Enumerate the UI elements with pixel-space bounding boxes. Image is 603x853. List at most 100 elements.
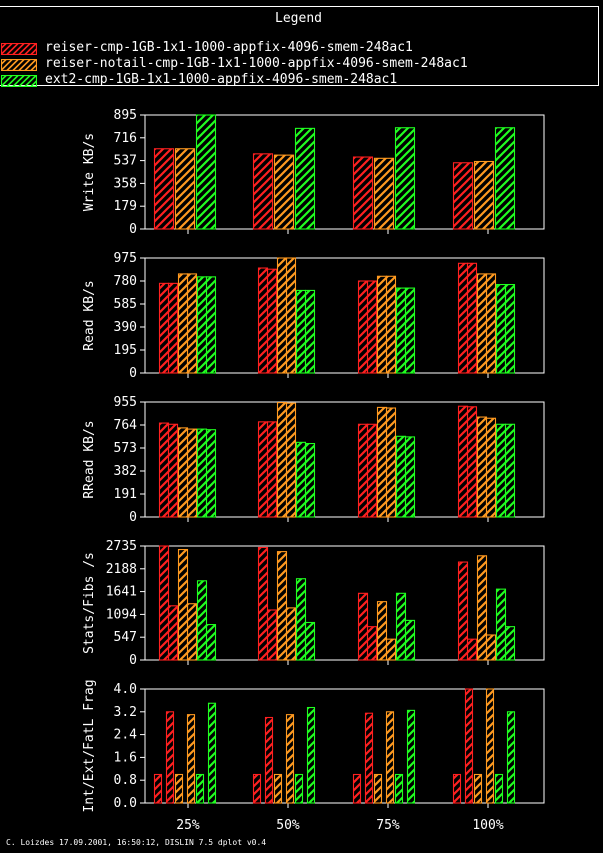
bar-4-s1-g1-b1 bbox=[158, 545, 170, 661]
bar-4-s2-g2-b2 bbox=[285, 607, 297, 661]
bar-5-s3-g4-b2 bbox=[506, 711, 516, 804]
bar-4-s1-g4-b2 bbox=[466, 638, 478, 661]
bar-3-s1-g3-b1 bbox=[357, 423, 369, 518]
y-tick-label: 0.0 bbox=[114, 796, 137, 811]
chart-panel-2: 0 195 390 585 780 975 Read KB/s bbox=[82, 251, 545, 381]
bar-5-s2-g3-b2 bbox=[385, 711, 395, 804]
chart-panel-3: 0 191 382 573 764 955 RRead KB/s bbox=[82, 395, 545, 525]
y-tick-label: 4.0 bbox=[114, 682, 137, 697]
bar-2-s1-g1-b2 bbox=[167, 282, 179, 374]
bar-3-s1-g1-b1 bbox=[158, 422, 170, 518]
y-tick-label: 955 bbox=[114, 395, 137, 410]
bar-4-s1-g4-b1 bbox=[457, 561, 469, 661]
bar-2-s1-g4-b1 bbox=[457, 262, 469, 374]
bar-4-s2-g3-b1 bbox=[376, 601, 388, 661]
bar-2-s2-g3-b1 bbox=[376, 275, 388, 374]
y-axis-title: RRead KB/s bbox=[82, 420, 97, 498]
bar-3-s3-g2-b1 bbox=[295, 441, 307, 518]
bar-4-s1-g3-b1 bbox=[357, 592, 369, 661]
x-category-label: 75% bbox=[376, 818, 400, 833]
bar-3-s3-g3-b1 bbox=[395, 435, 407, 518]
chart-panel-5: 0.0 0.8 1.6 2.4 3.2 4.0 Int/Ext/FatL Frag bbox=[82, 679, 545, 813]
bar-5-s1-g4-b1 bbox=[452, 773, 462, 804]
bar-5-s2-g1-b1 bbox=[174, 773, 184, 804]
y-tick-label: 975 bbox=[114, 251, 137, 266]
bar-2-s3-g4-b1 bbox=[495, 283, 507, 374]
bar-3-s1-g4-b1 bbox=[457, 405, 469, 518]
bar-2-s2-g2-b1 bbox=[276, 257, 288, 374]
bar-1-s1-g1-b1 bbox=[153, 148, 175, 230]
bar-4-s3-g1-b2 bbox=[205, 624, 217, 661]
bar-2-s1-g3-b1 bbox=[357, 280, 369, 374]
y-tick-label: 1641 bbox=[106, 585, 137, 600]
bar-5-s3-g3-b1 bbox=[394, 773, 404, 804]
y-tick-label: 0 bbox=[129, 222, 137, 237]
plot-frame bbox=[144, 257, 545, 374]
bar-1-s2-g2-b1 bbox=[273, 154, 295, 230]
y-tick-label: 1094 bbox=[106, 607, 137, 622]
bar-4-s3-g2-b1 bbox=[295, 578, 307, 661]
bar-5-s1-g2-b2 bbox=[264, 716, 274, 804]
bar-2-s2-g4-b1 bbox=[476, 273, 488, 374]
bar-3-s2-g1-b2 bbox=[186, 428, 198, 518]
bar-4-s1-g1-b2 bbox=[167, 605, 179, 661]
bar-5-s1-g1-b1 bbox=[153, 773, 163, 804]
bar-2-s1-g2-b1 bbox=[257, 267, 269, 374]
y-tick-label: 179 bbox=[114, 199, 137, 214]
bar-2-s3-g3-b1 bbox=[395, 287, 407, 374]
y-axis-title: Stats/Fibs /s bbox=[82, 552, 97, 654]
y-tick-label: 390 bbox=[114, 320, 137, 335]
plot-frame bbox=[144, 545, 545, 661]
footer-credit: C. Loizdes 17.09.2001, 16:50:12, DISLIN … bbox=[6, 838, 267, 847]
bar-4-s2-g3-b2 bbox=[385, 638, 397, 661]
y-tick-label: 382 bbox=[114, 464, 137, 479]
bar-2-s1-g4-b2 bbox=[466, 262, 478, 374]
y-axis-title: Read KB/s bbox=[82, 280, 97, 350]
bar-4-s3-g1-b1 bbox=[196, 580, 208, 661]
chart-panel-1: 0 179 358 537 716 895 Write KB/s bbox=[82, 108, 545, 237]
bar-5-s1-g3-b1 bbox=[352, 773, 362, 804]
bar-5-s1-g3-b2 bbox=[364, 712, 374, 804]
y-tick-label: 1.6 bbox=[114, 750, 137, 765]
bar-4-s2-g1-b1 bbox=[177, 548, 189, 661]
plot-frame bbox=[144, 114, 545, 230]
bar-3-s1-g1-b2 bbox=[167, 423, 179, 518]
x-category-label: 50% bbox=[276, 818, 300, 833]
bar-4-s1-g3-b2 bbox=[366, 626, 378, 661]
bar-1-s3-g1-b1 bbox=[195, 114, 217, 230]
bar-5-s3-g1-b2 bbox=[207, 702, 217, 804]
bar-3-s2-g3-b1 bbox=[376, 406, 388, 518]
bar-5-s2-g4-b2 bbox=[485, 688, 495, 804]
y-axis-title: Write KB/s bbox=[82, 133, 97, 211]
bar-4-s2-g1-b2 bbox=[186, 603, 198, 661]
bar-3-s3-g1-b1 bbox=[196, 428, 208, 518]
y-tick-label: 2188 bbox=[106, 562, 137, 577]
bar-3-s2-g4-b1 bbox=[476, 416, 488, 518]
bar-3-s2-g4-b2 bbox=[485, 417, 497, 518]
y-tick-label: 764 bbox=[114, 418, 138, 433]
bar-2-s3-g2-b2 bbox=[304, 289, 316, 374]
legend-swatch-ext2 bbox=[1, 75, 37, 87]
y-tick-label: 537 bbox=[114, 154, 137, 169]
bar-2-s3-g2-b1 bbox=[295, 289, 307, 374]
legend-label-reiser: reiser-cmp-1GB-1x1-1000-appfix-4096-smem… bbox=[45, 40, 413, 55]
bar-5-s3-g2-b1 bbox=[294, 773, 304, 804]
chart-panel-4: 0 547 1094 1641 2188 2735 Stats/Fibs /s bbox=[82, 539, 545, 668]
legend-title: Legend bbox=[275, 11, 322, 26]
y-tick-label: 2.4 bbox=[114, 728, 138, 743]
bar-5-s2-g3-b1 bbox=[373, 773, 383, 804]
bar-4-s3-g3-b2 bbox=[404, 619, 416, 661]
bar-2-s1-g3-b2 bbox=[366, 280, 378, 374]
bar-1-s3-g4-b1 bbox=[494, 127, 516, 230]
bar-2-s2-g2-b2 bbox=[285, 257, 297, 374]
bar-1-s2-g4-b1 bbox=[473, 160, 495, 230]
bar-1-s3-g2-b1 bbox=[294, 127, 316, 230]
bar-5-s1-g4-b2 bbox=[464, 688, 474, 804]
y-tick-label: 716 bbox=[114, 131, 137, 146]
bar-1-s1-g4-b1 bbox=[452, 162, 474, 230]
bar-5-s1-g1-b2 bbox=[165, 711, 175, 804]
bar-1-s2-g1-b1 bbox=[174, 148, 196, 230]
bar-4-s3-g4-b1 bbox=[495, 588, 507, 661]
y-tick-label: 0.8 bbox=[114, 773, 137, 788]
